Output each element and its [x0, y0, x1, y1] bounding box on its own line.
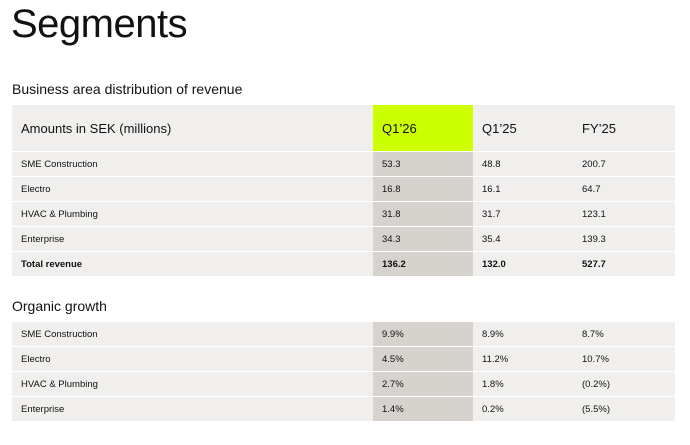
- header-row: Amounts in SEK (millions) Q1’26 Q1’25 FY’25: [12, 105, 675, 152]
- cell-value: 16.8: [373, 176, 473, 202]
- row-label: Electro: [12, 346, 373, 372]
- growth-table: SME Construction 9.9% 8.9% 8.7% Electro 4.5% 1…: [12, 322, 675, 422]
- row-label: HVAC & Plumbing: [12, 201, 373, 227]
- row-label: Total revenue: [12, 251, 373, 277]
- row-label: Enterprise: [12, 226, 373, 252]
- cell-value: 132.0: [473, 251, 573, 277]
- cell-value: 53.3: [373, 151, 473, 177]
- cell-value: 139.3: [573, 226, 675, 252]
- cell-value: 8.7%: [573, 322, 675, 347]
- column-header: Amounts in SEK (millions): [12, 105, 373, 152]
- cell-value: 123.1: [573, 201, 675, 227]
- section-heading: Business area distribution of revenue: [12, 81, 243, 97]
- section-heading: Organic growth: [12, 298, 107, 314]
- cell-value: 1.4%: [373, 396, 473, 422]
- row-label: Enterprise: [12, 396, 373, 422]
- table-row: HVAC & Plumbing 2.7% 1.8% (0.2%): [12, 371, 675, 397]
- cell-value: 200.7: [573, 151, 675, 177]
- table-row: Enterprise 34.3 35.4 139.3: [12, 226, 675, 252]
- cell-value: (0.2%): [573, 371, 675, 397]
- row-label: Electro: [12, 176, 373, 202]
- cell-value: 9.9%: [373, 322, 473, 347]
- table-row: Electro 4.5% 11.2% 10.7%: [12, 346, 675, 372]
- page-title: Segments: [11, 2, 188, 46]
- row-label: HVAC & Plumbing: [12, 371, 373, 397]
- table-row: Electro 16.8 16.1 64.7: [12, 176, 675, 202]
- cell-value: 2.7%: [373, 371, 473, 397]
- table-row: Total revenue 136.2 132.0 527.7: [12, 251, 675, 277]
- table-row: SME Construction 9.9% 8.9% 8.7%: [12, 322, 675, 347]
- cell-value: 64.7: [573, 176, 675, 202]
- table-row: HVAC & Plumbing 31.8 31.7 123.1: [12, 201, 675, 227]
- cell-value: 48.8: [473, 151, 573, 177]
- cell-value: 35.4: [473, 226, 573, 252]
- row-label: SME Construction: [12, 151, 373, 177]
- cell-value: 16.1: [473, 176, 573, 202]
- cell-value: 527.7: [573, 251, 675, 277]
- revenue-table: Amounts in SEK (millions) Q1’26 Q1’25 FY’25…: [12, 105, 675, 277]
- cell-value: 8.9%: [473, 322, 573, 347]
- cell-value: 10.7%: [573, 346, 675, 372]
- cell-value: 31.8: [373, 201, 473, 227]
- cell-value: 34.3: [373, 226, 473, 252]
- column-header: Q1’25: [473, 105, 573, 152]
- cell-value: (5.5%): [573, 396, 675, 422]
- cell-value: 11.2%: [473, 346, 573, 372]
- cell-value: 31.7: [473, 201, 573, 227]
- table-row: Enterprise 1.4% 0.2% (5.5%): [12, 396, 675, 422]
- cell-value: 1.8%: [473, 371, 573, 397]
- table-row: SME Construction 53.3 48.8 200.7: [12, 151, 675, 177]
- row-label: SME Construction: [12, 322, 373, 347]
- cell-value: 4.5%: [373, 346, 473, 372]
- cell-value: 136.2: [373, 251, 473, 277]
- column-header: Q1’26: [373, 105, 473, 152]
- cell-value: 0.2%: [473, 396, 573, 422]
- column-header: FY’25: [573, 105, 675, 152]
